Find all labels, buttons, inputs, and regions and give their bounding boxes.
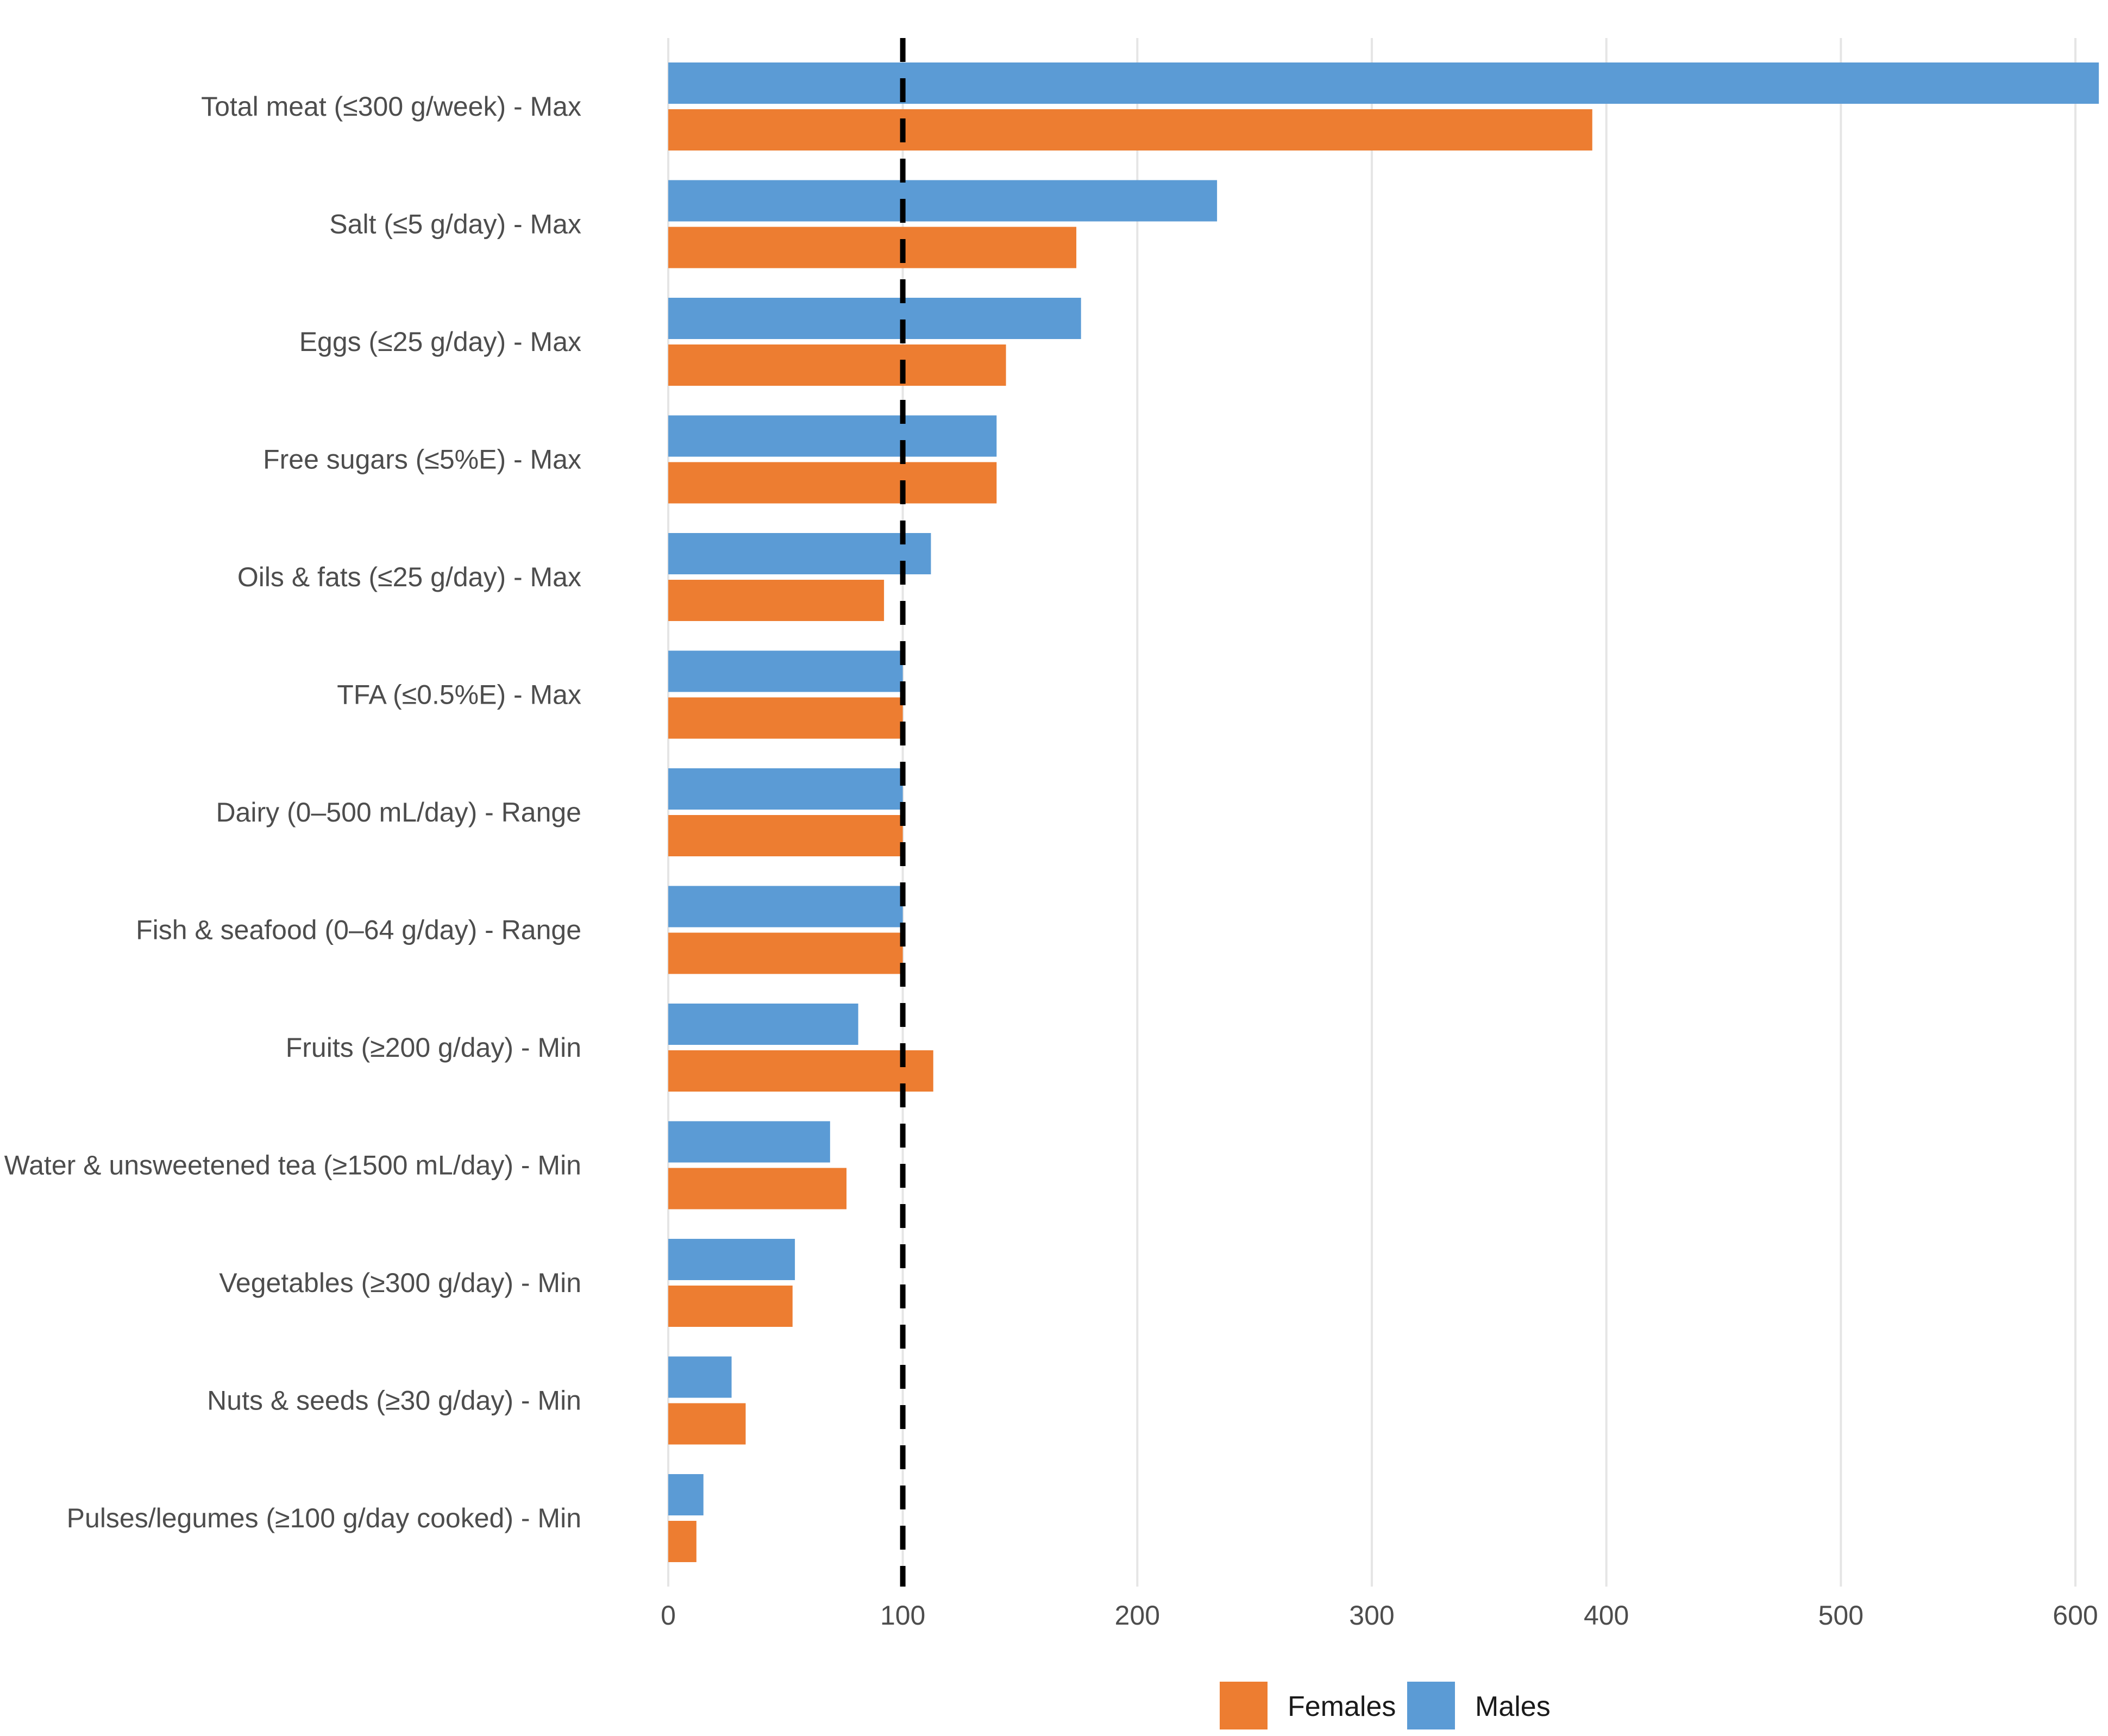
bar-females-total-meat [668, 109, 1592, 151]
bar-females-fish-seafood [668, 932, 903, 974]
legend: Females Males [1220, 1682, 1551, 1729]
x-tick-label-0: 0 [661, 1600, 676, 1631]
category-labels: Total meat (≤300 g/week) - Max Salt (≤5 g… [4, 91, 581, 1533]
bar-males-total-meat [668, 62, 2099, 104]
category-label-tfa: TFA (≤0.5%E) - Max [337, 680, 581, 710]
category-label-nuts-seeds: Nuts & seeds (≥30 g/day) - Min [207, 1386, 581, 1416]
bar-males-vegetables [668, 1239, 795, 1280]
category-label-dairy: Dairy (0–500 mL/day) - Range [216, 797, 581, 828]
bar-males-tfa [668, 650, 903, 692]
bar-females-eggs [668, 344, 1006, 386]
x-axis-ticks: 0 100 200 300 400 500 600 [661, 1600, 2098, 1631]
bar-males-oils-fats [668, 533, 931, 574]
bar-males-eggs [668, 298, 1081, 339]
category-label-vegetables: Vegetables (≥300 g/day) - Min [219, 1268, 581, 1298]
bar-females-dairy [668, 815, 903, 856]
category-label-total-meat: Total meat (≤300 g/week) - Max [201, 91, 581, 122]
legend-label-females: Females [1288, 1691, 1396, 1722]
bar-females-fruits [668, 1050, 933, 1092]
bar-females-vegetables [668, 1286, 793, 1327]
bar-females-tfa [668, 697, 903, 739]
category-label-water-unsweetened-tea: Water & unsweetened tea (≥1500 mL/day) -… [4, 1150, 581, 1181]
bar-females-nuts-seeds [668, 1403, 746, 1445]
x-tick-label-300: 300 [1349, 1600, 1394, 1631]
bar-males-fish-seafood [668, 886, 903, 927]
bar-females-oils-fats [668, 580, 884, 621]
bar-females-water-unsweetened-tea [668, 1168, 847, 1209]
category-label-salt: Salt (≤5 g/day) - Max [329, 209, 581, 240]
bars [668, 62, 2099, 1562]
bar-males-dairy [668, 768, 903, 810]
bar-males-free-sugars [668, 415, 997, 457]
bar-females-pulses-legumes [668, 1521, 697, 1562]
category-label-pulses-legumes: Pulses/legumes (≥100 g/day cooked) - Min [67, 1503, 581, 1533]
bar-females-free-sugars [668, 462, 997, 504]
bar-males-water-unsweetened-tea [668, 1121, 830, 1163]
category-label-eggs: Eggs (≤25 g/day) - Max [299, 327, 581, 357]
bar-males-fruits [668, 1004, 858, 1045]
bar-males-salt [668, 180, 1218, 222]
x-tick-label-200: 200 [1115, 1600, 1160, 1631]
category-label-fish-seafood: Fish & seafood (0–64 g/day) - Range [136, 915, 581, 945]
bar-females-salt [668, 227, 1077, 268]
category-label-fruits: Fruits (≥200 g/day) - Min [286, 1032, 581, 1063]
bar-males-nuts-seeds [668, 1356, 732, 1398]
legend-swatch-females [1220, 1682, 1268, 1729]
x-tick-label-500: 500 [1818, 1600, 1864, 1631]
x-tick-label-400: 400 [1584, 1600, 1629, 1631]
x-tick-label-100: 100 [880, 1600, 925, 1631]
category-label-oils-fats: Oils & fats (≤25 g/day) - Max [237, 562, 581, 592]
legend-label-males: Males [1475, 1691, 1551, 1722]
bar-males-pulses-legumes [668, 1474, 704, 1515]
category-label-free-sugars: Free sugars (≤5%E) - Max [263, 444, 581, 475]
legend-swatch-males [1407, 1682, 1455, 1729]
x-tick-label-600: 600 [2053, 1600, 2098, 1631]
